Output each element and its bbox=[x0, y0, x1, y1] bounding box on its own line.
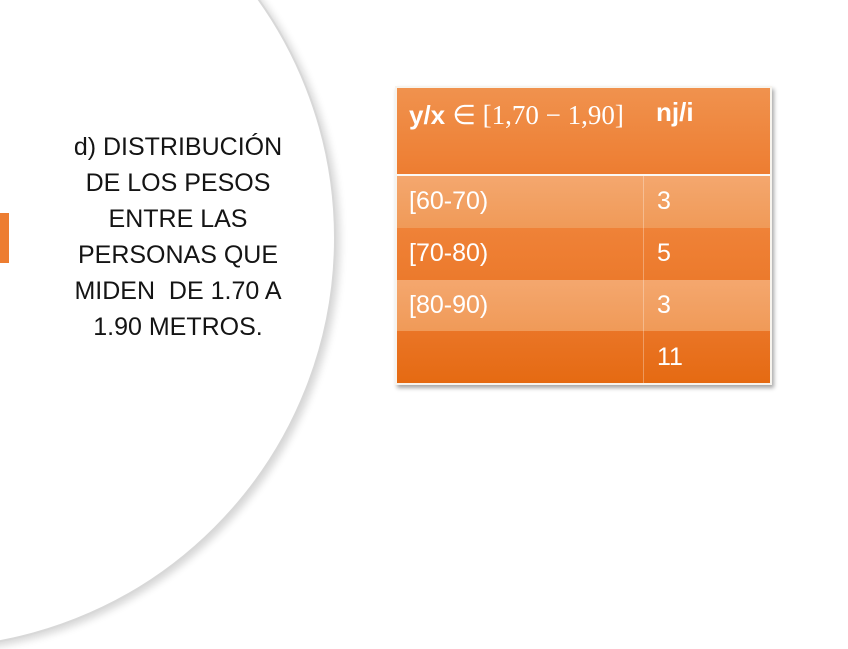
table-row: [60-70) 3 bbox=[397, 176, 770, 228]
interval-cell: [60-70) bbox=[409, 187, 489, 216]
header-interval-cell: y/x ∈ [1,70 − 1,90] bbox=[397, 88, 643, 174]
title-line: 1.90 METROS. bbox=[93, 313, 263, 341]
slide-title: d) DISTRIBUCIÓN DE LOS PESOS ENTRE LAS P… bbox=[40, 129, 316, 345]
table-row: [70-80) 5 bbox=[397, 227, 770, 280]
table-header-row: y/x ∈ [1,70 − 1,90] nj/i bbox=[397, 88, 770, 176]
frequency-cell: 3 bbox=[643, 176, 770, 228]
title-line: DE LOS PESOS bbox=[85, 169, 271, 197]
interval-cell: [80-90) bbox=[409, 290, 489, 319]
frequency-table: y/x ∈ [1,70 − 1,90] nj/i [60-70) 3 [70-8… bbox=[395, 86, 772, 385]
title-line: d) DISTRIBUCIÓN bbox=[73, 133, 283, 161]
total-frequency-cell: 11 bbox=[643, 331, 770, 383]
frequency-cell: 3 bbox=[643, 279, 770, 332]
header-interval-range: ∈ [1,70 − 1,90] bbox=[452, 100, 624, 130]
header-variable-label: y/x bbox=[409, 100, 453, 130]
frequency-cell: 5 bbox=[643, 227, 770, 280]
title-line: MIDEN DE 1.70 A bbox=[74, 277, 282, 305]
interval-cell: [70-80) bbox=[409, 239, 489, 268]
title-line: PERSONAS QUE bbox=[77, 241, 279, 269]
header-frequency-label: nj/i bbox=[656, 97, 694, 127]
title-line: ENTRE LAS bbox=[108, 205, 248, 233]
table-total-row: 11 bbox=[397, 331, 770, 383]
table-row: [80-90) 3 bbox=[397, 279, 770, 332]
header-frequency-cell: nj/i bbox=[643, 88, 770, 174]
accent-bar bbox=[0, 213, 9, 263]
